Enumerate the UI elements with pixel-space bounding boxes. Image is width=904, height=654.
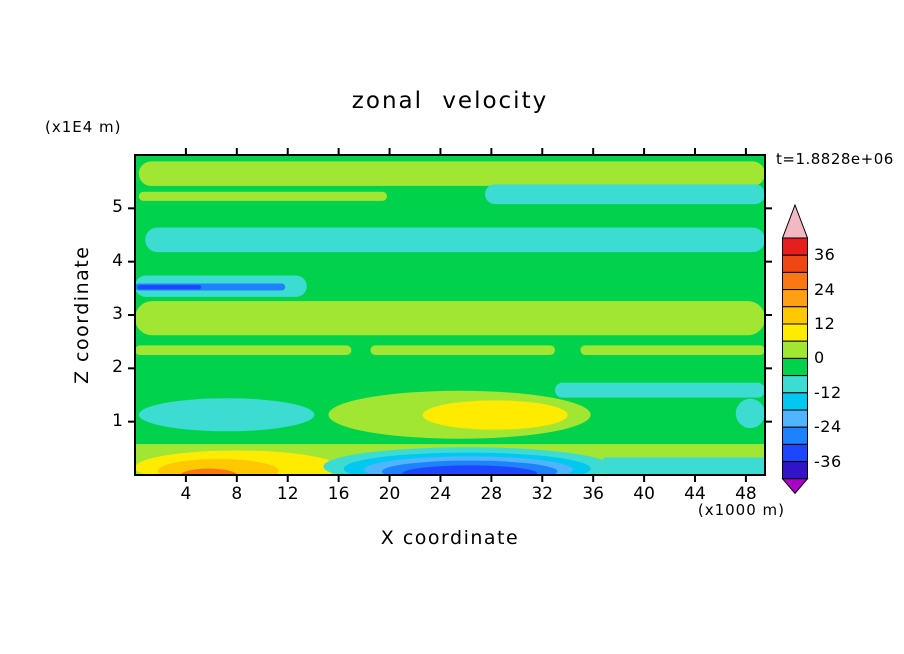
z-tick-label: 1 [112, 410, 123, 431]
colorbar-segment [782, 271, 808, 291]
colorbar-over-arrow [781, 203, 809, 239]
x-tick-label: 40 [633, 484, 655, 504]
contour-region [137, 285, 202, 290]
x-axis-unit-label: (x1000 m) [697, 501, 785, 519]
colorbar-tick-label: 12 [814, 314, 836, 333]
colorbar-segment [782, 375, 808, 394]
contour-region [145, 227, 765, 253]
contour-layers [135, 155, 765, 475]
colorbar-segment [782, 426, 808, 445]
plot-frame [134, 154, 766, 476]
contour-region [135, 301, 765, 336]
z-tick-label: 5 [112, 197, 123, 218]
colorbar-tick-label: -24 [814, 417, 842, 437]
y-axis-unit-label: (x1E4 m) [45, 118, 122, 136]
x-tick-label: 44 [684, 484, 706, 504]
axis-ticks [128, 148, 772, 482]
contour-region [135, 345, 352, 355]
colorbar-tick-label: 0 [814, 348, 825, 368]
contour-region [370, 345, 555, 355]
colorbar-segment [782, 237, 808, 256]
colorbar-tick-label: -12 [814, 382, 842, 402]
x-tick-label: 16 [327, 484, 350, 504]
colorbar-segment [782, 323, 808, 342]
z-tick-label: 4 [112, 250, 123, 271]
contour-region [138, 398, 315, 432]
colorbar-tick-label: -36 [814, 451, 842, 471]
colorbar-segment [782, 461, 808, 480]
z-tick-label: 3 [112, 304, 123, 324]
x-axis-title: X coordinate [380, 527, 520, 549]
x-tick-label: 24 [429, 484, 452, 504]
contour-region [580, 345, 765, 355]
x-tick-label: 8 [231, 484, 243, 504]
x-tick-label: 12 [276, 484, 299, 504]
colorbar-scale [781, 203, 809, 495]
x-tick-label: 48 [735, 484, 757, 504]
colorbar-segment [782, 392, 808, 411]
contour-region [138, 161, 765, 186]
colorbar-under-arrow [781, 478, 809, 495]
contour-region [603, 457, 765, 475]
colorbar [781, 203, 809, 495]
colorbar-segment [782, 289, 808, 308]
x-tick-label: 36 [582, 484, 604, 504]
colorbar-tick-label: 24 [814, 279, 836, 299]
contour-region [555, 382, 765, 398]
time-annotation: t=1.8828e+06 [776, 150, 894, 168]
colorbar-segment [782, 306, 808, 325]
colorbar-segment [782, 357, 808, 377]
chart-title: zonal velocity [351, 88, 549, 114]
plot-area [128, 148, 772, 482]
colorbar-tick-label: 36 [814, 245, 836, 265]
contour-region [735, 398, 765, 429]
colorbar-segment [782, 409, 808, 428]
colorbar-segment [782, 254, 808, 273]
contour-field [128, 148, 772, 482]
contour-region [180, 468, 237, 475]
contour-region [138, 191, 387, 201]
x-tick-label: 32 [531, 484, 554, 504]
contour-region [402, 465, 538, 475]
colorbar-segment [782, 340, 808, 359]
contour-region [485, 184, 765, 205]
contour-region [422, 400, 568, 430]
x-tick-label: 4 [180, 484, 192, 504]
x-tick-label: 20 [378, 484, 401, 504]
z-tick-label: 2 [112, 357, 123, 378]
colorbar-segment [782, 443, 808, 463]
x-tick-label: 28 [480, 484, 503, 504]
